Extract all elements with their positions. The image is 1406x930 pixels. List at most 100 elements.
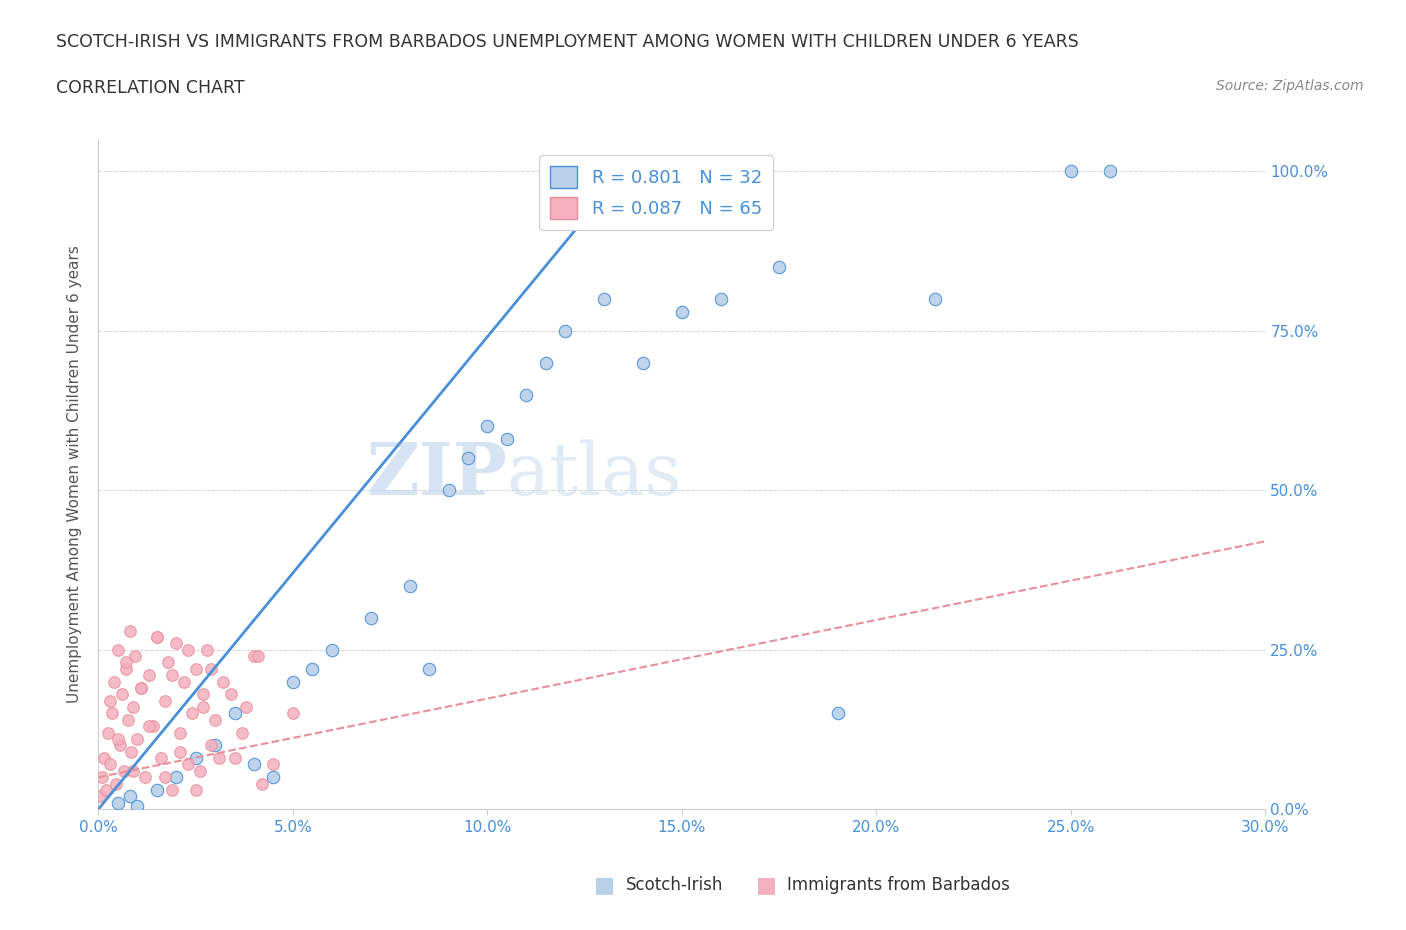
Point <box>177 757 200 772</box>
Point <box>142 719 165 734</box>
Point <box>1098 164 1121 179</box>
Point <box>138 668 160 683</box>
Point <box>93 751 115 765</box>
Point <box>111 687 134 702</box>
Point <box>231 725 253 740</box>
Point <box>281 706 304 721</box>
Point <box>321 643 343 658</box>
Point <box>180 706 202 721</box>
Point <box>112 764 135 778</box>
Point <box>200 737 222 752</box>
Point <box>107 795 129 810</box>
Point <box>97 725 120 740</box>
Point <box>165 636 187 651</box>
Point <box>495 432 517 446</box>
Point <box>250 777 273 791</box>
Text: atlas: atlas <box>506 439 682 510</box>
Point <box>98 693 121 708</box>
Point <box>104 777 127 791</box>
Point <box>124 648 146 663</box>
Point <box>134 770 156 785</box>
Point <box>224 751 246 765</box>
Point <box>177 643 200 658</box>
Point <box>204 712 226 727</box>
Point <box>243 648 266 663</box>
Point <box>515 387 537 402</box>
Point <box>121 744 143 759</box>
Text: Scotch-Irish: Scotch-Irish <box>626 876 723 895</box>
Point <box>195 643 218 658</box>
Point <box>437 483 460 498</box>
Point <box>169 725 191 740</box>
Point <box>101 706 124 721</box>
Text: ■: ■ <box>595 875 614 896</box>
Point <box>827 706 849 721</box>
Point <box>127 732 149 747</box>
Point <box>89 789 111 804</box>
Point <box>188 764 211 778</box>
Point <box>360 610 382 625</box>
Point <box>224 706 246 721</box>
Point <box>98 757 121 772</box>
Point <box>219 687 242 702</box>
Point <box>671 304 693 319</box>
Legend: R = 0.801   N = 32, R = 0.087   N = 65: R = 0.801 N = 32, R = 0.087 N = 65 <box>540 155 773 230</box>
Text: Immigrants from Barbados: Immigrants from Barbados <box>787 876 1011 895</box>
Point <box>1060 164 1083 179</box>
Point <box>924 291 946 306</box>
Point <box>157 655 180 670</box>
Point <box>593 291 616 306</box>
Point <box>146 630 169 644</box>
Point <box>193 699 215 714</box>
Point <box>246 648 269 663</box>
Point <box>122 764 145 778</box>
Point <box>91 770 114 785</box>
Point <box>262 757 284 772</box>
Text: ZIP: ZIP <box>366 439 506 510</box>
Point <box>118 623 141 638</box>
Point <box>262 770 284 785</box>
Point <box>107 643 129 658</box>
Point <box>149 751 172 765</box>
Text: ■: ■ <box>756 875 776 896</box>
Point <box>200 661 222 676</box>
Point <box>301 661 323 676</box>
Point <box>118 789 141 804</box>
Point <box>534 355 557 370</box>
Point <box>103 674 125 689</box>
Point <box>281 674 304 689</box>
Point <box>631 355 654 370</box>
Point <box>162 668 184 683</box>
Point <box>208 751 231 765</box>
Point <box>129 681 152 696</box>
Point <box>184 782 207 797</box>
Point <box>193 687 215 702</box>
Point <box>710 291 733 306</box>
Point <box>146 782 169 797</box>
Text: SCOTCH-IRISH VS IMMIGRANTS FROM BARBADOS UNEMPLOYMENT AMONG WOMEN WITH CHILDREN : SCOTCH-IRISH VS IMMIGRANTS FROM BARBADOS… <box>56 33 1078 50</box>
Y-axis label: Unemployment Among Women with Children Under 6 years: Unemployment Among Women with Children U… <box>67 246 83 703</box>
Point <box>243 757 266 772</box>
Point <box>477 419 499 434</box>
Point <box>173 674 195 689</box>
Point <box>129 681 152 696</box>
Point <box>165 770 187 785</box>
Point <box>122 699 145 714</box>
Point <box>554 324 576 339</box>
Point <box>108 737 131 752</box>
Point <box>107 732 129 747</box>
Point <box>153 770 176 785</box>
Point <box>184 661 207 676</box>
Point <box>204 737 226 752</box>
Point <box>457 451 479 466</box>
Text: CORRELATION CHART: CORRELATION CHART <box>56 79 245 97</box>
Point <box>153 693 176 708</box>
Point <box>138 719 160 734</box>
Point <box>184 751 207 765</box>
Point <box>212 674 235 689</box>
Point <box>768 259 790 274</box>
Point <box>235 699 257 714</box>
Point <box>114 655 136 670</box>
Text: Source: ZipAtlas.com: Source: ZipAtlas.com <box>1216 79 1364 93</box>
Point <box>398 578 420 593</box>
